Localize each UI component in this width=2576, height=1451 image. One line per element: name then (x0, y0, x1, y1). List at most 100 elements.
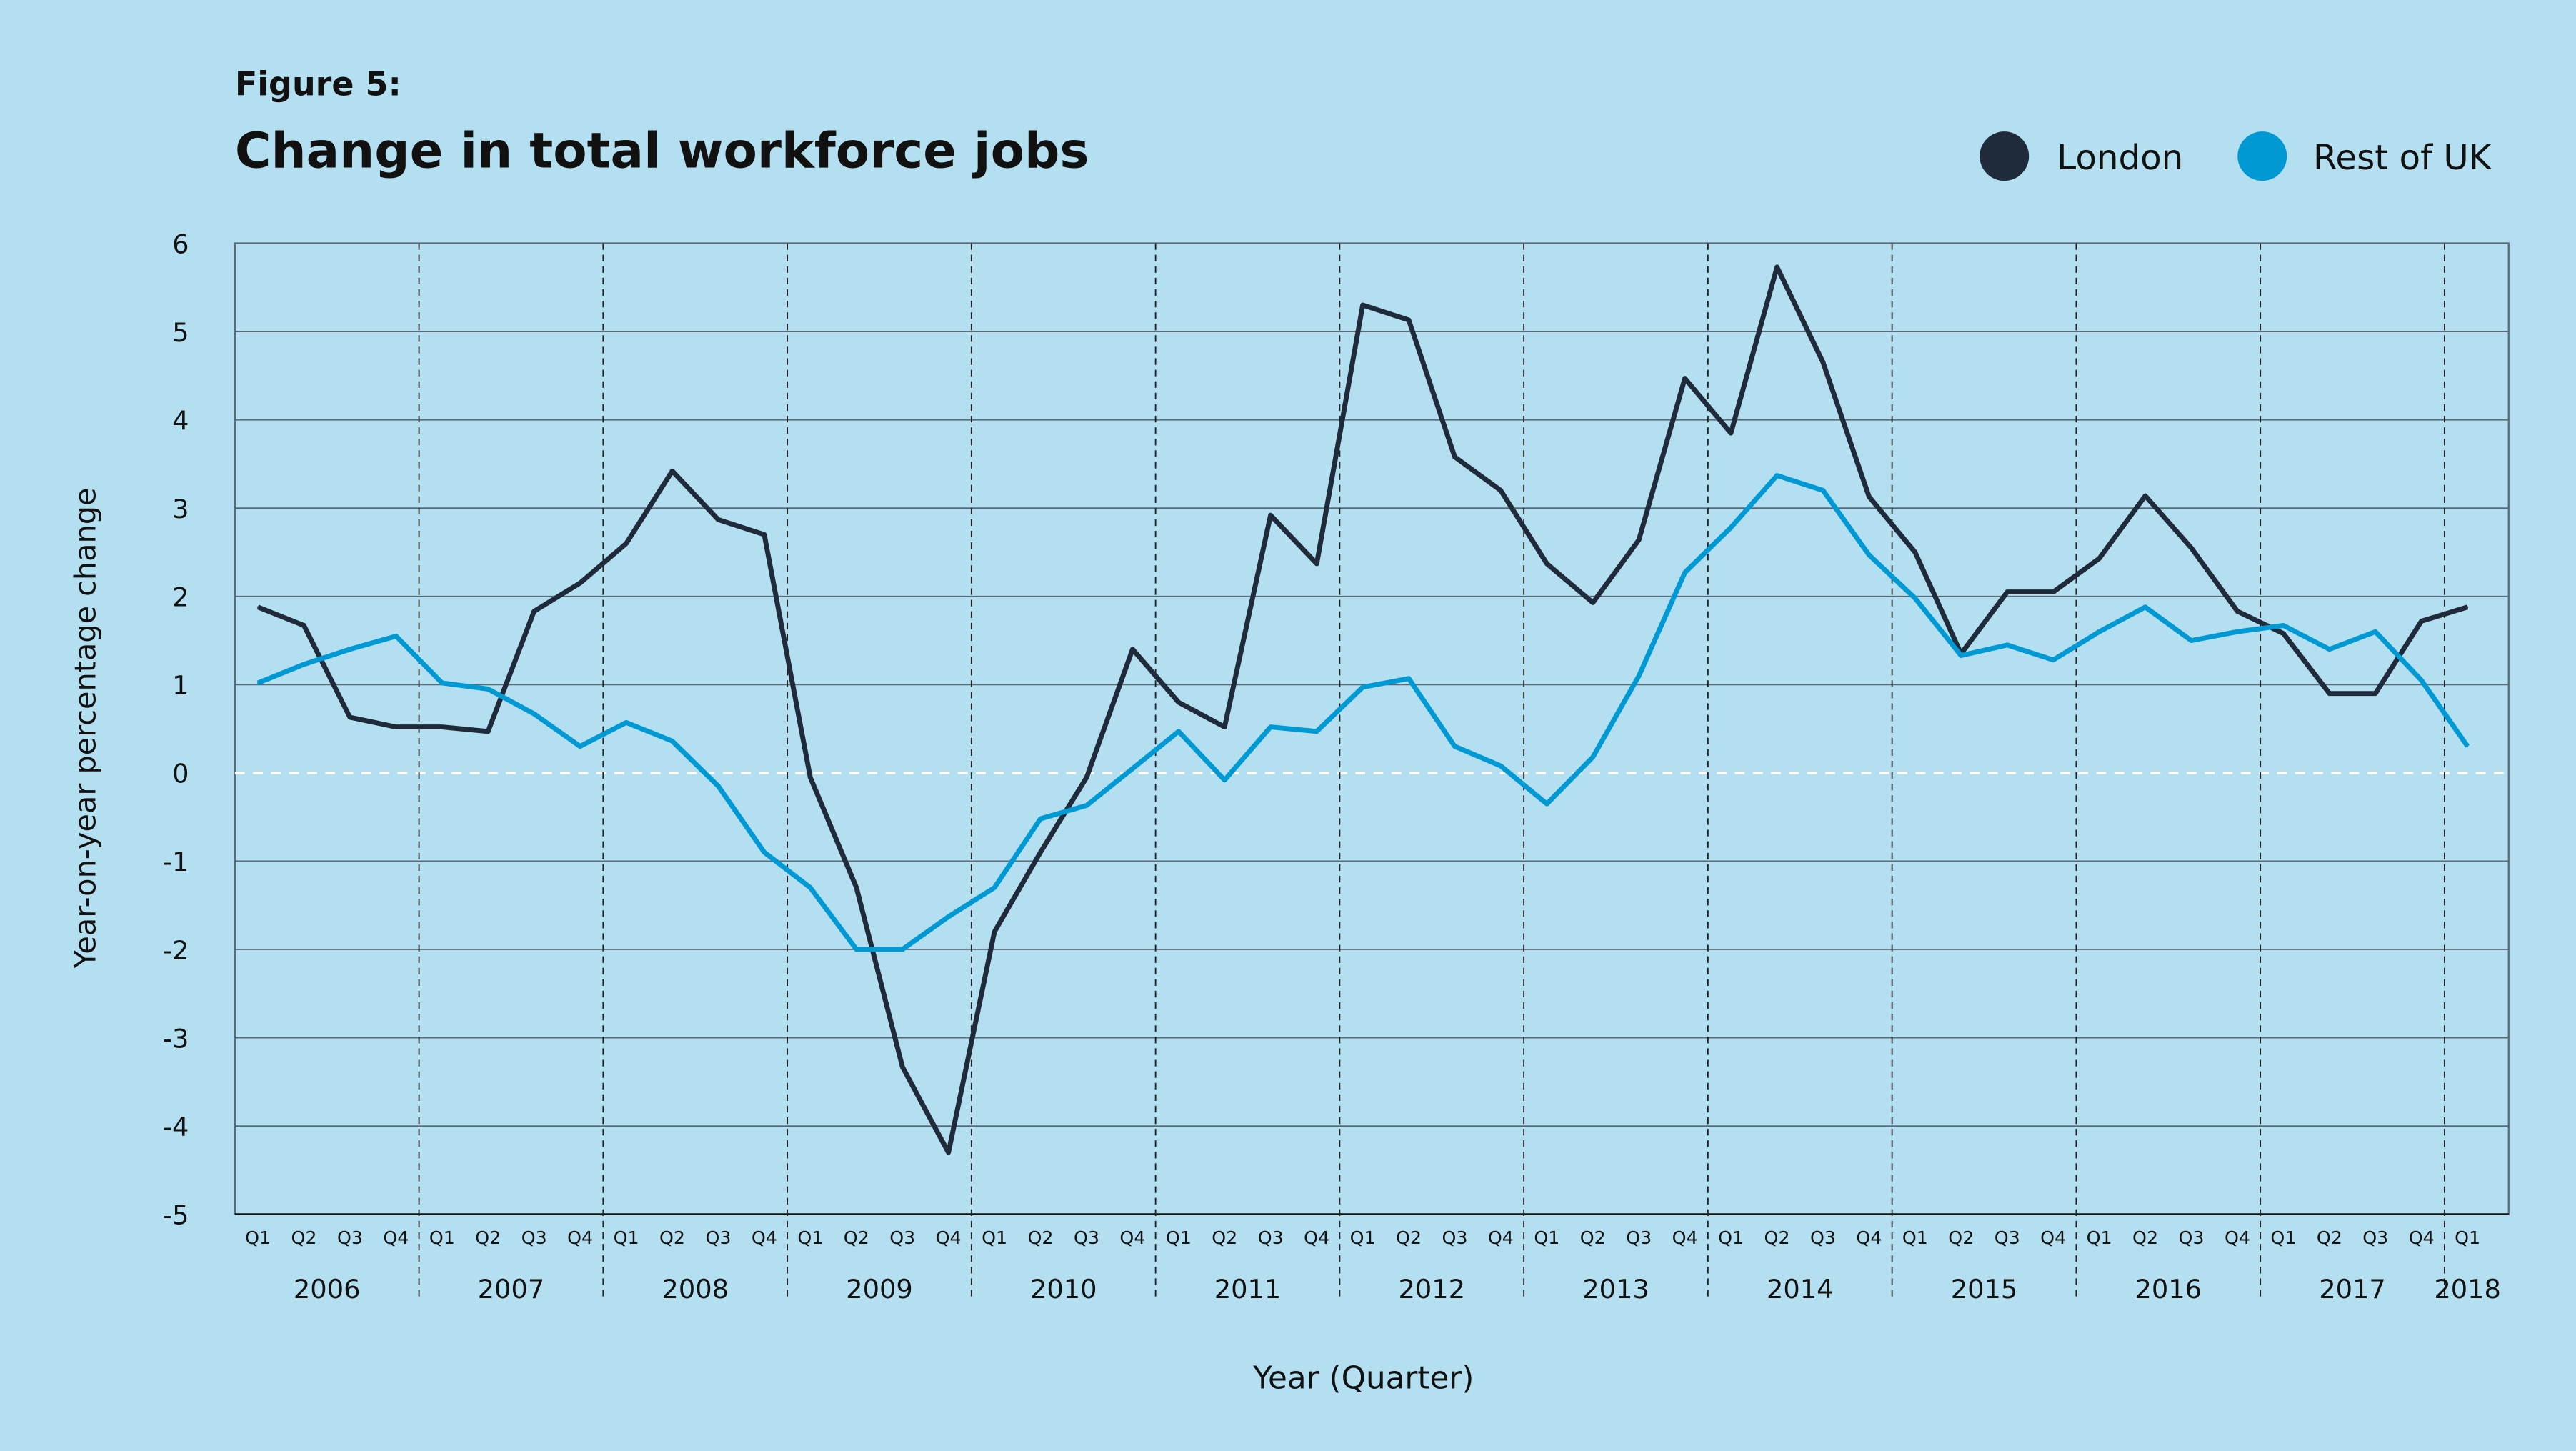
data-point (1914, 551, 1917, 554)
data-point (2466, 606, 2469, 608)
y-tick-label: -3 (163, 1023, 189, 1054)
x-tick-quarter: Q4 (1488, 1227, 1514, 1248)
data-point (1132, 767, 1134, 769)
y-axis-label: Year-on-year percentage change (68, 488, 102, 969)
data-point (441, 682, 443, 684)
data-point (625, 542, 627, 544)
x-tick-year: 2017 (2319, 1274, 2386, 1305)
data-point (1914, 597, 1917, 599)
figure-label: Figure 5: (235, 65, 401, 104)
data-point (1776, 266, 1778, 269)
x-tick-quarter: Q1 (797, 1227, 823, 1248)
legend-marker-london (1980, 131, 2030, 181)
x-tick-quarter: Q1 (429, 1227, 455, 1248)
legend-marker-rest-of-uk (2237, 131, 2287, 181)
data-point (1729, 527, 1732, 529)
x-tick-quarter: Q3 (2362, 1227, 2388, 1248)
x-tick-quarter: Q4 (383, 1227, 409, 1248)
y-axis-ticks: 6 5 4 3 2 1 0 -1 -2 -3 -4 -5 (163, 229, 189, 1230)
x-tick-quarter: Q4 (1119, 1227, 1145, 1248)
data-point (2190, 639, 2192, 642)
data-point (2420, 620, 2422, 622)
data-point (2282, 632, 2285, 634)
x-tick-quarter: Q2 (1212, 1227, 1237, 1248)
data-point (2236, 631, 2239, 633)
x-tick-year: 2007 (478, 1274, 545, 1305)
x-tick-year: 2010 (1030, 1274, 1097, 1305)
data-point (1776, 474, 1778, 477)
data-point (2052, 659, 2055, 661)
data-point (487, 688, 489, 690)
data-point (303, 663, 305, 666)
data-point (1868, 554, 1870, 556)
data-point (2328, 648, 2330, 651)
x-tick-quarter: Q4 (1304, 1227, 1329, 1248)
data-point (1085, 776, 1088, 779)
x-tick-quarter: Q4 (752, 1227, 777, 1248)
x-tick-quarter: Q1 (614, 1227, 639, 1248)
data-point (395, 635, 397, 637)
x-tick-quarter: Q2 (844, 1227, 869, 1248)
x-tick-year: 2014 (1767, 1274, 1834, 1305)
y-tick-label: 6 (172, 229, 189, 259)
x-tick-quarter: Q2 (1580, 1227, 1606, 1248)
data-point (2375, 631, 2377, 633)
data-point (625, 722, 627, 724)
x-tick-quarter: Q1 (1534, 1227, 1559, 1248)
data-point (1454, 456, 1456, 458)
data-point (993, 887, 996, 889)
data-point (1729, 432, 1732, 434)
data-point (855, 887, 857, 889)
x-tick-year: 2006 (294, 1274, 361, 1305)
data-point (441, 726, 443, 728)
data-point (2190, 547, 2192, 549)
y-tick-label: 3 (172, 494, 189, 524)
x-tick-year: 2009 (846, 1274, 913, 1305)
x-tick-quarter: Q1 (2455, 1227, 2480, 1248)
y-tick-label: -2 (163, 935, 189, 966)
data-point (2098, 557, 2100, 559)
data-point (2006, 591, 2008, 593)
data-point (533, 610, 535, 612)
data-point (1407, 677, 1410, 679)
x-tick-quarter: Q3 (1626, 1227, 1652, 1248)
data-point (1224, 726, 1226, 728)
data-point (2328, 692, 2330, 694)
data-point (671, 470, 674, 472)
x-axis-ticks: Q1 Q2 Q3 Q4 Q1 Q2 Q3 Q4 Q1 Q2 Q3 Q4 Q1 Q2 Q3 Q4 Q1 Q2 Q3 Q4… (245, 1227, 2501, 1305)
x-tick-quarter: Q1 (1166, 1227, 1192, 1248)
x-tick-year: 2011 (1214, 1274, 1282, 1305)
y-tick-label: -5 (163, 1200, 189, 1230)
x-tick-quarter: Q4 (1856, 1227, 1882, 1248)
data-point (1822, 489, 1824, 492)
x-tick-quarter: Q3 (705, 1227, 731, 1248)
x-tick-quarter: Q3 (889, 1227, 915, 1248)
x-tick-year: 2018 (2434, 1274, 2501, 1305)
data-point (1684, 572, 1686, 574)
x-tick-quarter: Q1 (245, 1227, 271, 1248)
data-point (763, 534, 766, 536)
data-point (2006, 644, 2008, 646)
data-point (2052, 591, 2055, 593)
x-tick-quarter: Q4 (936, 1227, 962, 1248)
data-point (2098, 631, 2100, 633)
data-point (809, 776, 812, 779)
data-point (2420, 679, 2422, 682)
x-tick-quarter: Q2 (1948, 1227, 1974, 1248)
data-point (1177, 701, 1179, 704)
x-tick-quarter: Q1 (982, 1227, 1007, 1248)
x-tick-year: 2012 (1398, 1274, 1465, 1305)
x-tick-quarter: Q4 (2409, 1227, 2435, 1248)
x-tick-quarter: Q2 (659, 1227, 685, 1248)
x-axis-label: Year (Quarter) (1252, 1360, 1474, 1396)
data-point (1592, 602, 1594, 604)
data-point (395, 726, 397, 728)
x-tick-quarter: Q4 (2040, 1227, 2066, 1248)
x-tick-quarter: Q3 (2178, 1227, 2204, 1248)
data-point (579, 582, 581, 584)
data-point (2375, 692, 2377, 694)
data-point (303, 624, 305, 627)
x-tick-quarter: Q2 (2317, 1227, 2342, 1248)
data-point (763, 851, 766, 854)
data-point (1132, 648, 1134, 651)
